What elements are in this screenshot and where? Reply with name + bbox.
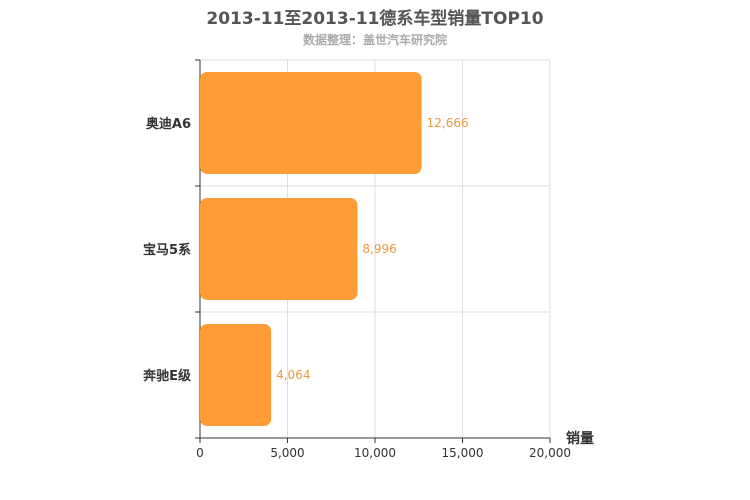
chart-subtitle: 数据整理：盖世汽车研究院 — [302, 33, 447, 47]
category-label: 奥迪A6 — [146, 116, 191, 132]
category-label: 奔驰E级 — [142, 368, 192, 384]
labels: 0 5,000 10,000 15,000 20,000 12,666 奥迪A6 8,996 宝… — [142, 116, 571, 460]
x-axis-title: 销量 — [566, 430, 594, 447]
bar — [200, 198, 358, 300]
x-tick-label: 20,000 — [529, 446, 571, 460]
bar-value-label: 12,666 — [427, 116, 469, 130]
bar — [200, 324, 272, 426]
x-tick-label: 15,000 — [442, 446, 484, 460]
bar-value-label: 4,064 — [276, 368, 310, 382]
bars — [200, 72, 422, 426]
x-tick-label: 10,000 — [354, 446, 396, 460]
category-label: 宝马5系 — [143, 242, 191, 258]
bar — [200, 72, 422, 174]
chart-title: 2013-11至2013-11德系车型销量TOP10 — [206, 9, 544, 29]
bar-value-label: 8,996 — [362, 242, 396, 256]
x-tick-label: 5,000 — [270, 446, 304, 460]
x-tick-label: 0 — [196, 446, 204, 460]
